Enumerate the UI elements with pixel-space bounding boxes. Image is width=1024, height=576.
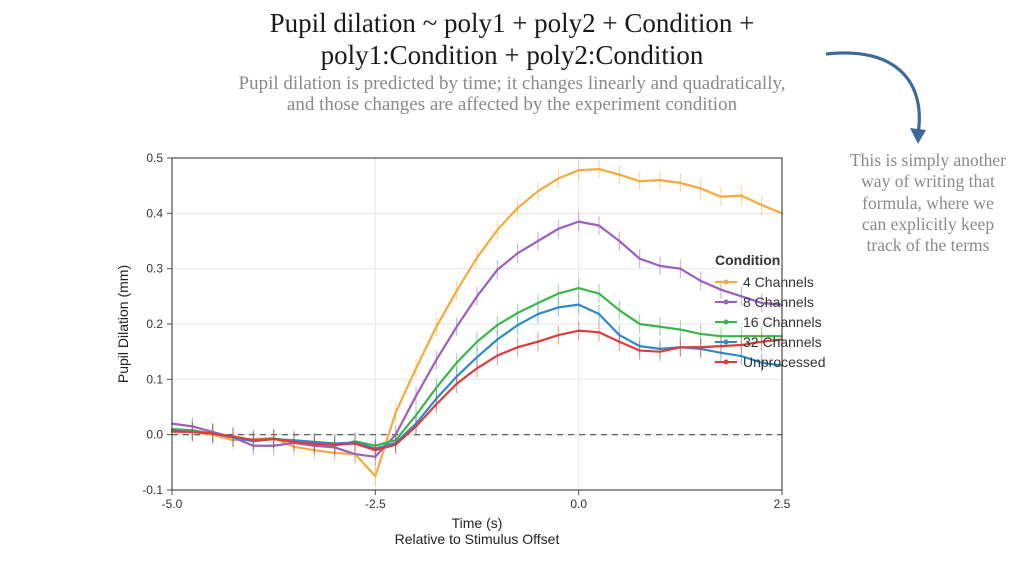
svg-text:-0.1: -0.1 [142,483,163,497]
svg-text:2.5: 2.5 [774,497,791,511]
legend-label: 4 Channels [743,274,814,290]
annotation-text: This is simply another way of writing th… [848,150,1008,257]
title-line-1: Pupil dilation ~ poly1 + poly2 + Conditi… [0,8,1024,40]
svg-text:0.1: 0.1 [146,372,163,386]
legend-swatch-icon [715,341,737,343]
page-title: Pupil dilation ~ poly1 + poly2 + Conditi… [0,0,1024,72]
svg-text:Relative to Stimulus Offset: Relative to Stimulus Offset [395,531,560,547]
pupil-dilation-chart: -5.0 -2.5 0.0 2.5 -0.1 0.0 0.1 0.2 0.3 0.4 0.5 Time… [110,148,800,548]
legend-label: 8 Channels [743,294,814,310]
legend-item: 8 Channels [715,292,826,312]
subtitle-line-2: and those changes are affected by the ex… [0,95,1024,116]
page-subtitle: Pupil dilation is predicted by time; it … [0,72,1024,116]
svg-text:0.0: 0.0 [146,428,163,442]
legend-item: Unprocessed [715,352,826,372]
svg-text:0.3: 0.3 [146,262,163,276]
chart-legend: Condition 4 Channels 8 Channels 16 Channel… [715,252,826,372]
legend-swatch-icon [715,301,737,303]
svg-text:0.2: 0.2 [146,317,163,331]
legend-label: Unprocessed [743,354,826,370]
svg-text:Pupil Dilation (mm): Pupil Dilation (mm) [115,265,131,383]
svg-text:0.4: 0.4 [146,206,163,220]
legend-swatch-icon [715,321,737,323]
legend-item: 32 Channels [715,332,826,352]
legend-swatch-icon [715,361,737,363]
legend-label: 32 Channels [743,334,822,350]
title-line-2: poly1:Condition + poly2:Condition [0,40,1024,72]
legend-swatch-icon [715,281,737,283]
legend-item: 4 Channels [715,272,826,292]
svg-text:-2.5: -2.5 [365,497,386,511]
subtitle-line-1: Pupil dilation is predicted by time; it … [0,74,1024,95]
svg-text:0.0: 0.0 [570,497,587,511]
svg-text:Time (s): Time (s) [452,515,503,531]
svg-text:-5.0: -5.0 [162,497,183,511]
svg-text:0.5: 0.5 [146,151,163,165]
legend-label: 16 Channels [743,314,822,330]
legend-title: Condition [715,252,826,268]
legend-item: 16 Channels [715,312,826,332]
